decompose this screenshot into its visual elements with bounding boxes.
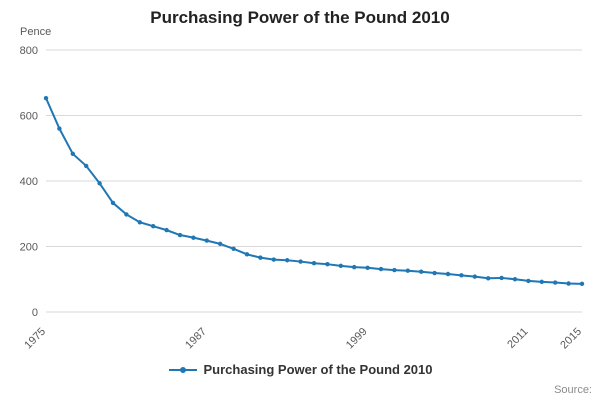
data-point-marker — [526, 278, 531, 284]
source-label: Source: — [554, 384, 592, 396]
y-tick-label: 600 — [20, 111, 38, 123]
data-point-marker — [231, 246, 236, 251]
data-point-marker — [57, 126, 62, 131]
y-tick-label: 400 — [20, 176, 38, 188]
x-tick-label: 2011 — [505, 326, 530, 351]
data-point-marker — [285, 258, 290, 263]
x-tick-label: 1999 — [344, 326, 370, 352]
data-point-marker — [43, 95, 49, 101]
data-point-marker — [486, 276, 491, 281]
chart-title: Purchasing Power of the Pound 2010 — [150, 8, 450, 27]
data-point-marker — [164, 227, 169, 233]
data-point-marker — [84, 163, 89, 169]
x-tick-label: 1987 — [183, 326, 209, 352]
y-axis-unit-label: Pence — [20, 26, 52, 38]
data-point-marker — [405, 268, 410, 273]
data-point-marker — [177, 232, 183, 238]
data-point-marker — [258, 255, 263, 260]
data-point-marker — [325, 261, 330, 267]
legend-item[interactable]: Purchasing Power of the Pound 2010 — [0, 362, 600, 377]
y-tick-label: 800 — [20, 45, 38, 57]
data-point-marker — [553, 280, 558, 285]
legend-label: Purchasing Power of the Pound 2010 — [203, 362, 433, 377]
data-point-marker — [419, 269, 424, 274]
data-point-marker — [70, 151, 76, 157]
data-point-marker — [459, 273, 464, 278]
data-point-marker — [311, 261, 317, 266]
data-point-marker — [445, 271, 451, 277]
data-point-marker — [378, 266, 384, 272]
data-point-marker — [579, 281, 585, 287]
data-point-marker — [566, 281, 571, 286]
data-point-marker — [472, 274, 477, 279]
data-point-marker — [499, 275, 504, 281]
data-point-marker — [191, 235, 196, 240]
y-tick-label: 0 — [32, 307, 38, 319]
data-point-marker — [298, 259, 303, 264]
data-point-marker — [352, 264, 357, 270]
data-point-marker — [338, 263, 343, 269]
data-point-marker — [244, 252, 250, 257]
data-point-marker — [432, 270, 437, 276]
data-point-marker — [137, 220, 142, 225]
data-point-marker — [151, 223, 156, 229]
data-point-marker — [365, 265, 370, 270]
data-point-marker — [204, 238, 209, 243]
legend-line-icon — [168, 366, 197, 373]
data-point-marker — [124, 212, 129, 217]
data-point-marker — [218, 241, 223, 247]
data-point-marker — [512, 277, 518, 282]
data-point-marker — [97, 181, 102, 186]
x-tick-label: 2015 — [558, 326, 584, 352]
data-point-marker — [392, 267, 397, 273]
data-point-marker — [539, 279, 544, 285]
data-point-marker — [271, 257, 276, 262]
series-line — [45, 97, 583, 285]
x-tick-label: 1975 — [22, 326, 48, 352]
data-point-marker — [110, 200, 116, 206]
y-tick-label: 200 — [20, 242, 38, 254]
